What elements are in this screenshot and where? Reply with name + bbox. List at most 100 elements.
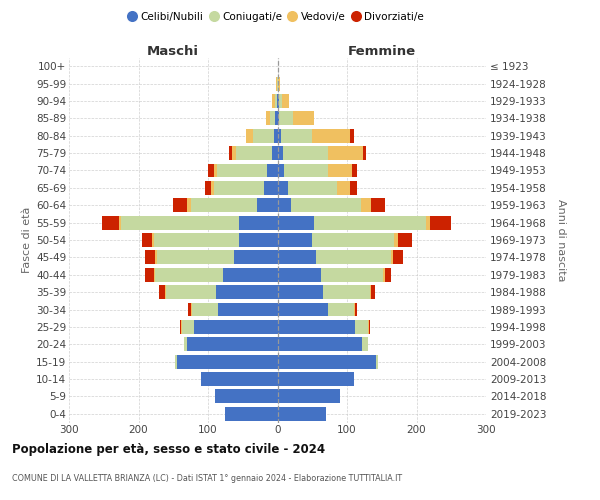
- Bar: [188, 302, 191, 316]
- Bar: [277, 112, 279, 126]
- Bar: [272, 94, 275, 108]
- Bar: [328, 302, 354, 316]
- Bar: [277, 198, 292, 212]
- Bar: [276, 76, 277, 90]
- Bar: [328, 146, 363, 160]
- Bar: [277, 390, 340, 404]
- Bar: [279, 112, 293, 126]
- Bar: [217, 285, 277, 299]
- Bar: [119, 216, 121, 230]
- Bar: [370, 285, 371, 299]
- Bar: [277, 146, 283, 160]
- Bar: [355, 302, 358, 316]
- Legend: Celibi/Nubili, Coniugati/e, Vedovi/e, Divorziati/e: Celibi/Nubili, Coniugati/e, Vedovi/e, Di…: [124, 8, 428, 26]
- Bar: [239, 216, 277, 230]
- Bar: [267, 164, 277, 177]
- Bar: [277, 338, 362, 351]
- Bar: [312, 233, 394, 247]
- Bar: [187, 338, 277, 351]
- Text: COMUNE DI LA VALLETTA BRIANZA (LC) - Dati ISTAT 1° gennaio 2024 - Elaborazione T: COMUNE DI LA VALLETTA BRIANZA (LC) - Dat…: [12, 474, 402, 483]
- Bar: [226, 407, 277, 421]
- Bar: [157, 250, 235, 264]
- Bar: [284, 164, 328, 177]
- Bar: [275, 112, 277, 126]
- Bar: [166, 285, 217, 299]
- Bar: [142, 233, 152, 247]
- Text: Popolazione per età, sesso e stato civile - 2024: Popolazione per età, sesso e stato civil…: [12, 442, 325, 456]
- Bar: [214, 164, 217, 177]
- Bar: [191, 302, 192, 316]
- Bar: [218, 302, 277, 316]
- Bar: [277, 164, 284, 177]
- Bar: [281, 129, 312, 142]
- Bar: [187, 198, 191, 212]
- Bar: [277, 250, 316, 264]
- Bar: [376, 354, 377, 368]
- Bar: [179, 320, 181, 334]
- Bar: [292, 198, 361, 212]
- Bar: [328, 164, 352, 177]
- Bar: [283, 94, 289, 108]
- Bar: [362, 338, 368, 351]
- Bar: [272, 146, 277, 160]
- Bar: [257, 198, 277, 212]
- Bar: [184, 338, 187, 351]
- Bar: [371, 285, 375, 299]
- Bar: [263, 181, 277, 195]
- Bar: [398, 233, 412, 247]
- Bar: [155, 268, 223, 281]
- Bar: [177, 354, 277, 368]
- Bar: [277, 94, 279, 108]
- Bar: [208, 164, 214, 177]
- Bar: [277, 407, 326, 421]
- Text: Maschi: Maschi: [147, 46, 199, 59]
- Text: Femmine: Femmine: [347, 46, 416, 59]
- Bar: [101, 216, 119, 230]
- Bar: [314, 216, 426, 230]
- Bar: [205, 181, 211, 195]
- Bar: [201, 372, 277, 386]
- Bar: [430, 216, 451, 230]
- Bar: [277, 354, 376, 368]
- Bar: [223, 268, 277, 281]
- Bar: [371, 198, 385, 212]
- Bar: [229, 146, 232, 160]
- Bar: [192, 302, 218, 316]
- Bar: [394, 233, 398, 247]
- Bar: [175, 354, 177, 368]
- Bar: [154, 268, 155, 281]
- Bar: [191, 198, 257, 212]
- Bar: [316, 250, 391, 264]
- Bar: [385, 268, 391, 281]
- Bar: [121, 216, 239, 230]
- Bar: [320, 268, 383, 281]
- Bar: [277, 268, 320, 281]
- Bar: [173, 198, 187, 212]
- Bar: [154, 233, 239, 247]
- Bar: [277, 129, 281, 142]
- Bar: [217, 164, 267, 177]
- Bar: [277, 302, 328, 316]
- Bar: [266, 112, 270, 126]
- Bar: [165, 285, 166, 299]
- Bar: [274, 129, 277, 142]
- Bar: [352, 164, 358, 177]
- Bar: [361, 198, 371, 212]
- Bar: [277, 76, 280, 90]
- Bar: [214, 181, 263, 195]
- Y-axis label: Fasce di età: Fasce di età: [22, 207, 32, 273]
- Bar: [337, 181, 350, 195]
- Bar: [283, 146, 328, 160]
- Bar: [277, 320, 355, 334]
- Bar: [160, 285, 165, 299]
- Bar: [426, 216, 430, 230]
- Bar: [194, 320, 277, 334]
- Bar: [279, 94, 283, 108]
- Bar: [275, 94, 277, 108]
- Y-axis label: Anni di nascita: Anni di nascita: [556, 198, 566, 281]
- Bar: [350, 129, 354, 142]
- Bar: [393, 250, 403, 264]
- Bar: [277, 285, 323, 299]
- Bar: [232, 146, 236, 160]
- Bar: [246, 129, 253, 142]
